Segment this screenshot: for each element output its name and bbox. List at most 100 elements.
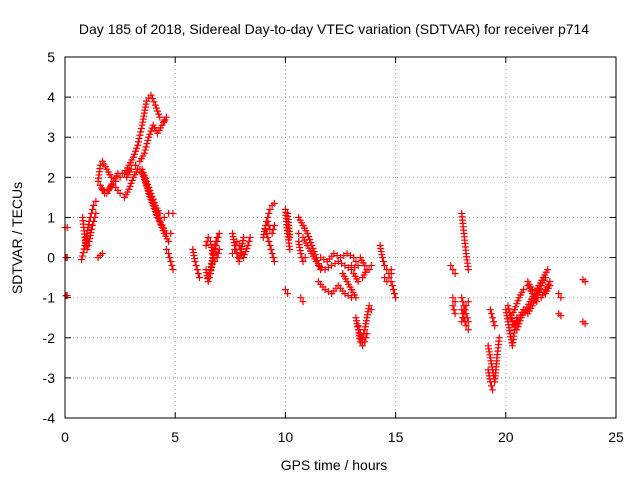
- data-point: [146, 186, 154, 194]
- data-point: [156, 209, 164, 217]
- data-point: [269, 225, 277, 233]
- data-point: [515, 320, 523, 328]
- data-point: [146, 130, 154, 138]
- data-point: [464, 326, 472, 334]
- data-point: [241, 251, 249, 259]
- data-point: [212, 238, 220, 246]
- data-point: [450, 306, 458, 314]
- data-point: [243, 245, 251, 253]
- data-point: [460, 310, 468, 318]
- data-point: [355, 326, 363, 334]
- data-point: [363, 266, 371, 274]
- y-tick-label: -2: [43, 330, 56, 346]
- data-point: [136, 131, 144, 139]
- data-point: [245, 238, 253, 246]
- data-point: [127, 165, 135, 173]
- data-point: [204, 234, 212, 241]
- data-point: [451, 298, 459, 306]
- data-point: [264, 234, 272, 241]
- data-point: [118, 169, 126, 177]
- y-tick-label: 3: [47, 129, 55, 145]
- data-point: [150, 98, 158, 106]
- data-point: [513, 300, 521, 308]
- data-point: [233, 238, 241, 246]
- data-point: [513, 326, 521, 334]
- data-point: [107, 173, 115, 181]
- data-point: [167, 258, 175, 266]
- y-tick-label: 5: [47, 49, 55, 65]
- data-point: [528, 286, 536, 294]
- data-point: [204, 274, 212, 282]
- data-point: [267, 246, 275, 254]
- data-point: [297, 294, 305, 302]
- data-point: [132, 147, 140, 155]
- data-point: [155, 110, 163, 118]
- data-point: [270, 221, 278, 229]
- data-point: [107, 181, 115, 189]
- data-points: [61, 91, 589, 394]
- data-point: [98, 250, 106, 258]
- data-point: [126, 182, 134, 190]
- data-point: [265, 238, 273, 246]
- data-point: [464, 298, 472, 306]
- data-point: [389, 286, 397, 294]
- data-point: [352, 258, 360, 266]
- data-point: [546, 282, 554, 290]
- data-point: [202, 242, 210, 250]
- data-point: [156, 217, 164, 225]
- y-tick-label: -3: [43, 370, 56, 386]
- data-point: [135, 135, 143, 143]
- data-point: [451, 270, 459, 278]
- axis-ticks: 0 5 10 15 20 25 -4 -3 -2 -1 0 1 2 3 4 5: [43, 49, 624, 445]
- data-point: [299, 258, 307, 266]
- data-point: [214, 250, 222, 258]
- x-axis-label: GPS time / hours: [281, 457, 388, 473]
- data-point: [237, 250, 245, 258]
- data-point: [265, 209, 273, 217]
- data-point: [78, 252, 86, 260]
- data-point: [134, 141, 142, 149]
- data-point: [312, 258, 320, 266]
- data-point: [152, 210, 160, 218]
- data-point: [286, 234, 294, 241]
- data-point: [148, 192, 156, 200]
- data-point: [350, 254, 358, 262]
- data-point: [367, 306, 375, 314]
- data-point: [169, 209, 177, 217]
- data-point: [143, 140, 151, 148]
- data-point: [193, 266, 201, 274]
- data-point: [490, 318, 498, 326]
- data-point: [128, 176, 136, 184]
- data-point: [87, 225, 95, 233]
- data-point: [581, 278, 589, 286]
- y-tick-label: 4: [47, 89, 55, 105]
- data-point: [127, 179, 135, 187]
- data-point: [242, 248, 250, 256]
- data-point: [138, 165, 146, 173]
- y-axis-label: SDTVAR / TECUs: [9, 182, 25, 294]
- data-point: [140, 149, 148, 157]
- data-point: [581, 320, 589, 328]
- data-point: [144, 180, 152, 188]
- x-tick-label: 20: [498, 429, 514, 445]
- data-point: [305, 232, 313, 240]
- data-point: [541, 274, 549, 282]
- data-point: [449, 294, 457, 302]
- data-point: [83, 246, 91, 254]
- data-point: [555, 290, 563, 298]
- data-point: [141, 146, 149, 154]
- data-point: [461, 306, 469, 314]
- data-point: [195, 274, 203, 282]
- data-point: [151, 101, 159, 109]
- x-tick-label: 5: [171, 429, 179, 445]
- data-point: [459, 314, 467, 322]
- data-point: [487, 310, 495, 318]
- data-point: [130, 150, 138, 158]
- data-point: [379, 258, 387, 266]
- y-tick-label: 0: [47, 250, 55, 266]
- data-point: [134, 138, 142, 146]
- data-point: [354, 262, 362, 270]
- data-point: [381, 262, 389, 270]
- data-point: [505, 305, 513, 313]
